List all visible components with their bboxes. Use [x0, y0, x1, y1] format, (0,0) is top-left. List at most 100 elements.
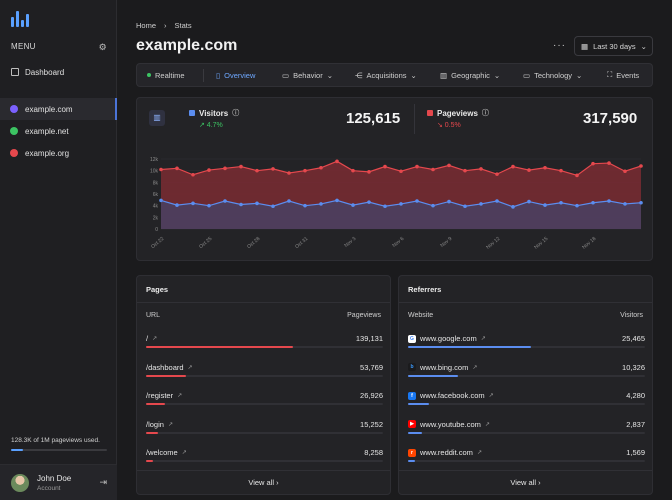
youtube-icon: ▶ — [408, 420, 416, 428]
pageviews-point — [223, 166, 227, 171]
acquisitions-icon: ⋲ — [355, 70, 363, 80]
row-bar-track — [408, 460, 645, 462]
row-label-text[interactable]: www.reddit.com — [420, 448, 473, 457]
row-bar-fill — [146, 346, 293, 348]
site-list: example.com example.net example.org — [0, 98, 117, 164]
row-label-text[interactable]: www.bing.com — [420, 362, 469, 372]
pageviews-point — [271, 167, 275, 171]
external-link-icon[interactable]: ↗ — [472, 364, 478, 371]
tab-realtime[interactable]: Realtime — [147, 64, 185, 86]
ellipsis-icon[interactable]: ··· — [553, 40, 566, 51]
external-link-icon[interactable]: ↗ — [181, 450, 187, 456]
row-label-text[interactable]: / — [146, 334, 149, 343]
row-label-text[interactable]: /login — [146, 419, 164, 429]
tab-separator — [203, 69, 204, 82]
row-label-text[interactable]: /register — [146, 391, 174, 400]
x-tick-label: Nov 12 — [485, 236, 501, 251]
panel-icon: ▯ — [216, 70, 221, 80]
site-dot-icon — [10, 149, 18, 157]
y-tick-label: 2k — [153, 215, 159, 221]
pageviews-point — [255, 168, 259, 173]
divider — [399, 302, 652, 303]
list-item[interactable]: /welcome ↗ 8,258 — [146, 448, 383, 477]
visitors-area — [161, 200, 641, 229]
list-item[interactable]: / ↗ 139,131 — [146, 334, 383, 363]
list-item[interactable]: /dashboard ↗ 53,769 — [146, 363, 383, 392]
row-label: / ↗ — [146, 334, 157, 343]
external-link-icon[interactable]: ↗ — [480, 336, 486, 342]
tab-technology[interactable]: ▭ Technology ⌄ — [523, 64, 582, 86]
external-link-icon[interactable]: ↗ — [488, 393, 494, 399]
view-all-button[interactable]: View all › — [137, 470, 390, 494]
pageviews-point — [527, 168, 531, 172]
gear-icon[interactable]: ⚙ — [98, 42, 107, 52]
user-role: Account — [37, 485, 61, 492]
external-link-icon[interactable]: ↗ — [152, 336, 158, 342]
list-item[interactable]: f www.facebook.com ↗ 4,280 — [408, 391, 645, 420]
events-icon: ⛶ — [607, 70, 613, 79]
visitors-point — [431, 203, 435, 208]
visitors-point — [495, 199, 499, 203]
row-value: 53,769 — [360, 362, 383, 372]
sidebar-item-label: example.net — [25, 126, 69, 136]
pageviews-point — [303, 168, 307, 173]
list-item[interactable]: ▶ www.youtube.com ↗ 2,837 — [408, 420, 645, 449]
tab-label: Overview — [224, 70, 256, 80]
visitors-point — [463, 204, 467, 209]
visitors-point — [447, 199, 451, 204]
row-label-text[interactable]: /welcome — [146, 448, 178, 457]
external-link-icon[interactable]: ↗ — [187, 364, 193, 371]
external-link-icon[interactable]: ↗ — [476, 450, 482, 456]
row-label-text[interactable]: www.google.com — [420, 334, 477, 343]
external-link-icon[interactable]: ↗ — [167, 421, 173, 428]
date-range-button[interactable]: ▦ Last 30 days ⌄ — [574, 36, 653, 56]
tab-overview[interactable]: ▯ Overview — [216, 64, 255, 86]
external-link-icon[interactable]: ↗ — [484, 421, 490, 428]
pageviews-point — [431, 167, 435, 172]
row-label-text[interactable]: www.facebook.com — [420, 391, 485, 400]
visitors-point — [591, 200, 595, 205]
behavior-icon: ▭ — [282, 70, 290, 80]
y-tick-label: 4k — [153, 204, 159, 210]
visitors-point — [303, 203, 307, 208]
pageviews-point — [447, 163, 451, 168]
row-bar-fill — [408, 346, 532, 348]
tab-acquisitions[interactable]: ⋲ Acquisitions ⌄ — [355, 64, 417, 86]
row-bar-fill — [408, 374, 458, 377]
row-label-text[interactable]: /dashboard — [146, 362, 184, 372]
user-panel[interactable]: John Doe Account ⇥ — [0, 464, 117, 500]
sidebar-item-site[interactable]: example.org — [0, 142, 117, 164]
row-bar-track — [146, 431, 383, 434]
x-tick-label: Oct 25 — [198, 236, 213, 250]
logout-icon[interactable]: ⇥ — [99, 477, 107, 487]
column-header-url: URL — [146, 312, 161, 319]
external-link-icon[interactable]: ↗ — [177, 393, 183, 399]
chevron-down-icon: ⌄ — [410, 70, 417, 80]
sidebar-item-dashboard[interactable]: Dashboard — [11, 66, 64, 78]
card-title: Referrers — [408, 285, 442, 294]
pageviews-point — [463, 168, 467, 173]
pageviews-point — [511, 164, 515, 169]
list-item[interactable]: r www.reddit.com ↗ 1,569 — [408, 448, 645, 477]
pageviews-point — [575, 173, 579, 178]
google-icon: G — [408, 334, 416, 343]
sidebar-item-site[interactable]: example.net — [0, 120, 117, 142]
visitors-point — [271, 204, 275, 209]
tab-events[interactable]: ⛶ Events — [607, 64, 639, 86]
row-label-text[interactable]: www.youtube.com — [420, 419, 481, 429]
list-item[interactable]: b www.bing.com ↗ 10,326 — [408, 363, 645, 392]
tab-geographic[interactable]: ▥ Geographic ⌄ — [440, 64, 500, 86]
sidebar-item-site[interactable]: example.com — [0, 98, 117, 120]
tab-label: Events — [616, 70, 640, 80]
view-all-button[interactable]: View all › — [399, 470, 652, 494]
breadcrumb-home[interactable]: Home — [136, 21, 157, 30]
tab-behavior[interactable]: ▭ Behavior ⌄ — [282, 64, 333, 86]
visitors-point — [239, 202, 243, 207]
visitors-metric[interactable]: Visitors ⓘ ↗ 4.7% — [189, 108, 239, 129]
list-item[interactable]: /register ↗ 26,926 — [146, 391, 383, 420]
list-item[interactable]: /login ↗ 15,252 — [146, 420, 383, 449]
pageviews-metric[interactable]: Pageviews ⓘ ↘ 0.5% — [427, 108, 489, 129]
chart-icon[interactable]: ▥ — [149, 110, 165, 126]
